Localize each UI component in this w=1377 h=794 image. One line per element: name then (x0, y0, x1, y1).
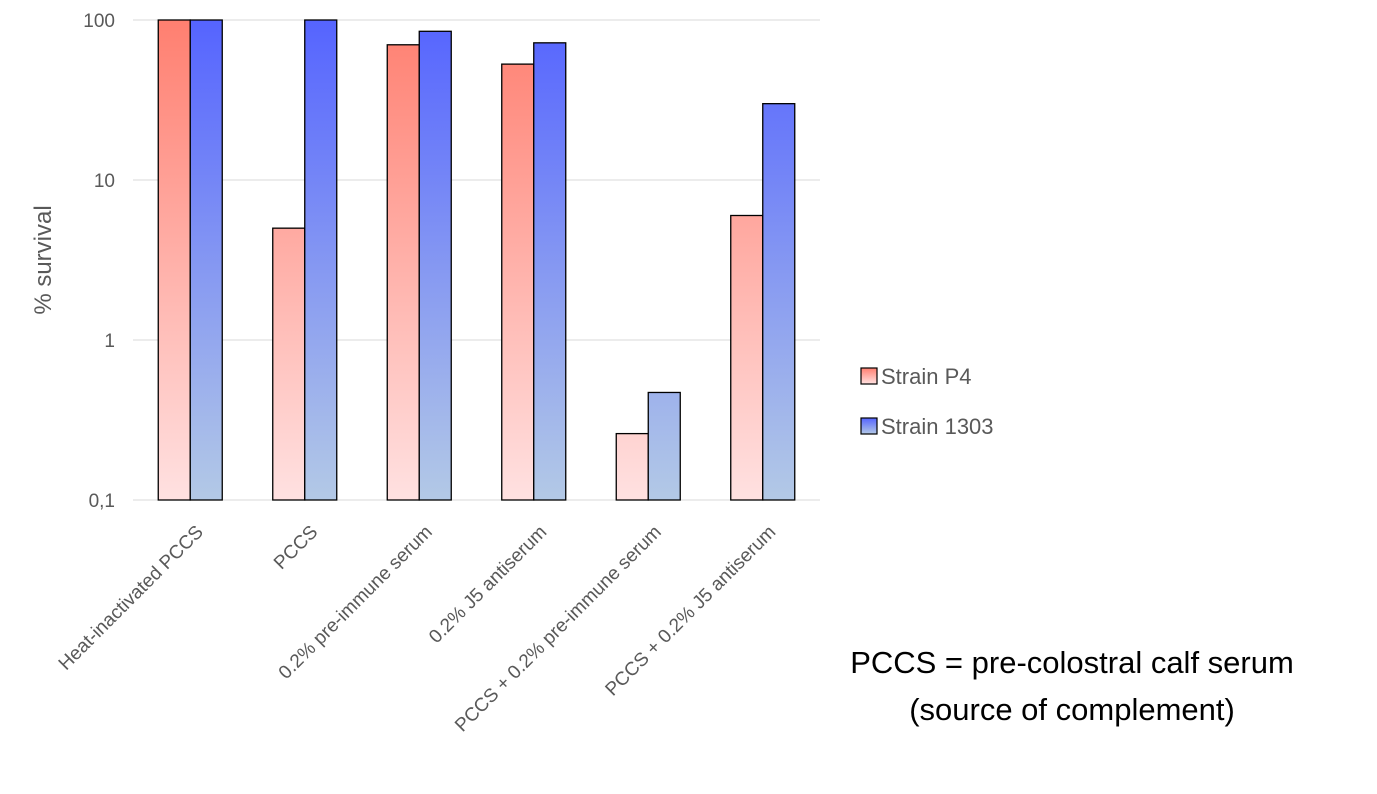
x-category-label: PCCS + 0.2% pre-immune serum (451, 522, 666, 737)
gridlines (133, 19, 820, 501)
annotation-line-2: (source of complement) (909, 692, 1235, 727)
bar-strain-p4 (501, 63, 535, 501)
legend-label: Strain P4 (881, 364, 972, 389)
bar-strain-p4 (386, 44, 420, 501)
bar-strain-p4 (730, 214, 764, 501)
y-axis-ticks: 0,1 1 10 100 (83, 11, 115, 512)
x-category-label: Heat-inactivated PCCS (55, 522, 208, 675)
legend-swatch (860, 417, 878, 435)
legend: Strain P4 Strain 1303 (860, 364, 994, 439)
bar-strain-1303 (647, 391, 681, 501)
bar-strain-1303 (762, 103, 796, 501)
bar-strain-1303 (304, 19, 338, 501)
y-tick-label: 1 (104, 331, 115, 352)
y-tick-label: 100 (83, 11, 115, 32)
bar-strain-1303 (418, 30, 452, 501)
y-tick-label: 10 (94, 171, 115, 192)
x-category-label: PCCS (270, 522, 322, 574)
bar-strain-p4 (157, 19, 191, 501)
bars (157, 19, 796, 501)
annotation-line-1: PCCS = pre-colostral calf serum (850, 645, 1294, 680)
bar-strain-p4 (272, 227, 306, 501)
bar-strain-p4 (615, 432, 649, 501)
bar-strain-1303 (533, 42, 567, 501)
legend-swatch (860, 367, 878, 385)
annotation: PCCS = pre-colostral calf serum (source … (850, 645, 1294, 727)
legend-label: Strain 1303 (881, 414, 994, 439)
y-axis-title: % survival (30, 205, 57, 314)
bar-strain-1303 (189, 19, 223, 501)
x-category-label: 0.2% J5 antiserum (425, 522, 551, 648)
y-tick-label: 0,1 (89, 491, 115, 512)
